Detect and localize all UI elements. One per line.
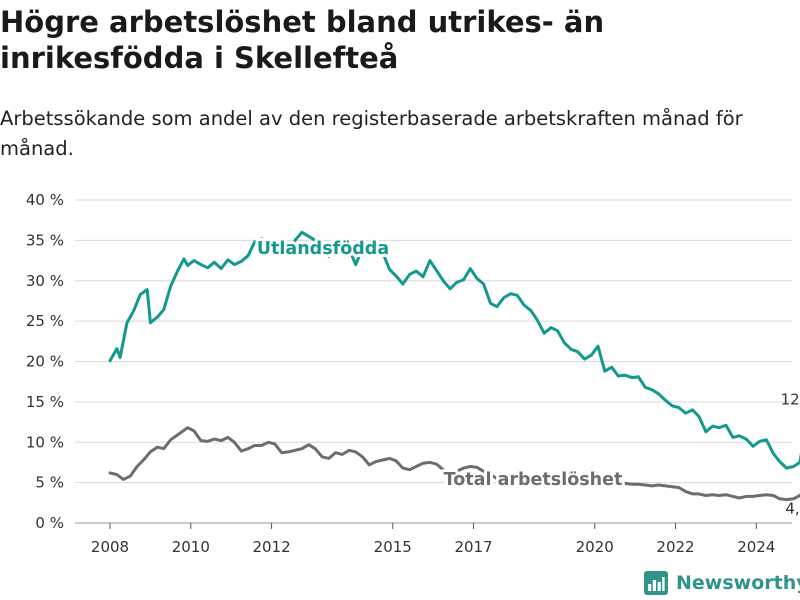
chart-subtitle: Arbetssökande som andel av den registerb…	[0, 107, 743, 160]
y-tick-label: 10 %	[26, 433, 64, 451]
x-tick-label: 2017	[454, 538, 492, 556]
series-lines	[108, 230, 800, 502]
newsworthy-logo-icon	[644, 571, 668, 595]
series-name-label: Total arbetslöshet	[444, 470, 623, 490]
chart-title: Högre arbetslöshet bland utrikes- än inr…	[0, 5, 605, 75]
x-tick-label: 2012	[252, 538, 290, 556]
y-axis-tick-labels: 0 % 5 % 10 % 15 % 20 % 25 % 30 % 35 % 40 %	[26, 191, 64, 532]
y-tick-label: 0 %	[35, 514, 64, 532]
series-line-0	[108, 230, 800, 470]
newsworthy-brand: Newsworthy	[644, 568, 800, 598]
gridlines	[75, 199, 792, 524]
y-tick-label: 20 %	[26, 353, 64, 371]
x-axis-ticks: 2008 2010 2012 2015 2017 2020 2022 2024	[91, 523, 775, 556]
x-tick-label: 2015	[374, 538, 412, 556]
y-tick-label: 15 %	[26, 393, 64, 411]
series-labels: 12,6 % 4,5 % Utlandsfödda Total arbetslöshe…	[254, 236, 800, 518]
series-end-value-label: 4,5 %	[785, 500, 800, 518]
brand-name: Newsworthy	[676, 572, 800, 594]
series-end-value-label: 12,6 %	[781, 390, 800, 408]
x-tick-label: 2020	[576, 538, 614, 556]
x-tick-label: 2022	[656, 538, 694, 556]
y-tick-label: 25 %	[26, 312, 64, 330]
series-name-label: Utlandsfödda	[257, 239, 389, 259]
y-tick-label: 30 %	[26, 272, 64, 290]
series-line-1	[108, 426, 800, 502]
y-tick-label: 35 %	[26, 231, 64, 249]
x-tick-label: 2024	[737, 538, 775, 556]
x-tick-label: 2008	[91, 538, 129, 556]
y-tick-label: 40 %	[26, 191, 64, 209]
x-tick-label: 2010	[172, 538, 210, 556]
y-tick-label: 5 %	[35, 474, 64, 492]
